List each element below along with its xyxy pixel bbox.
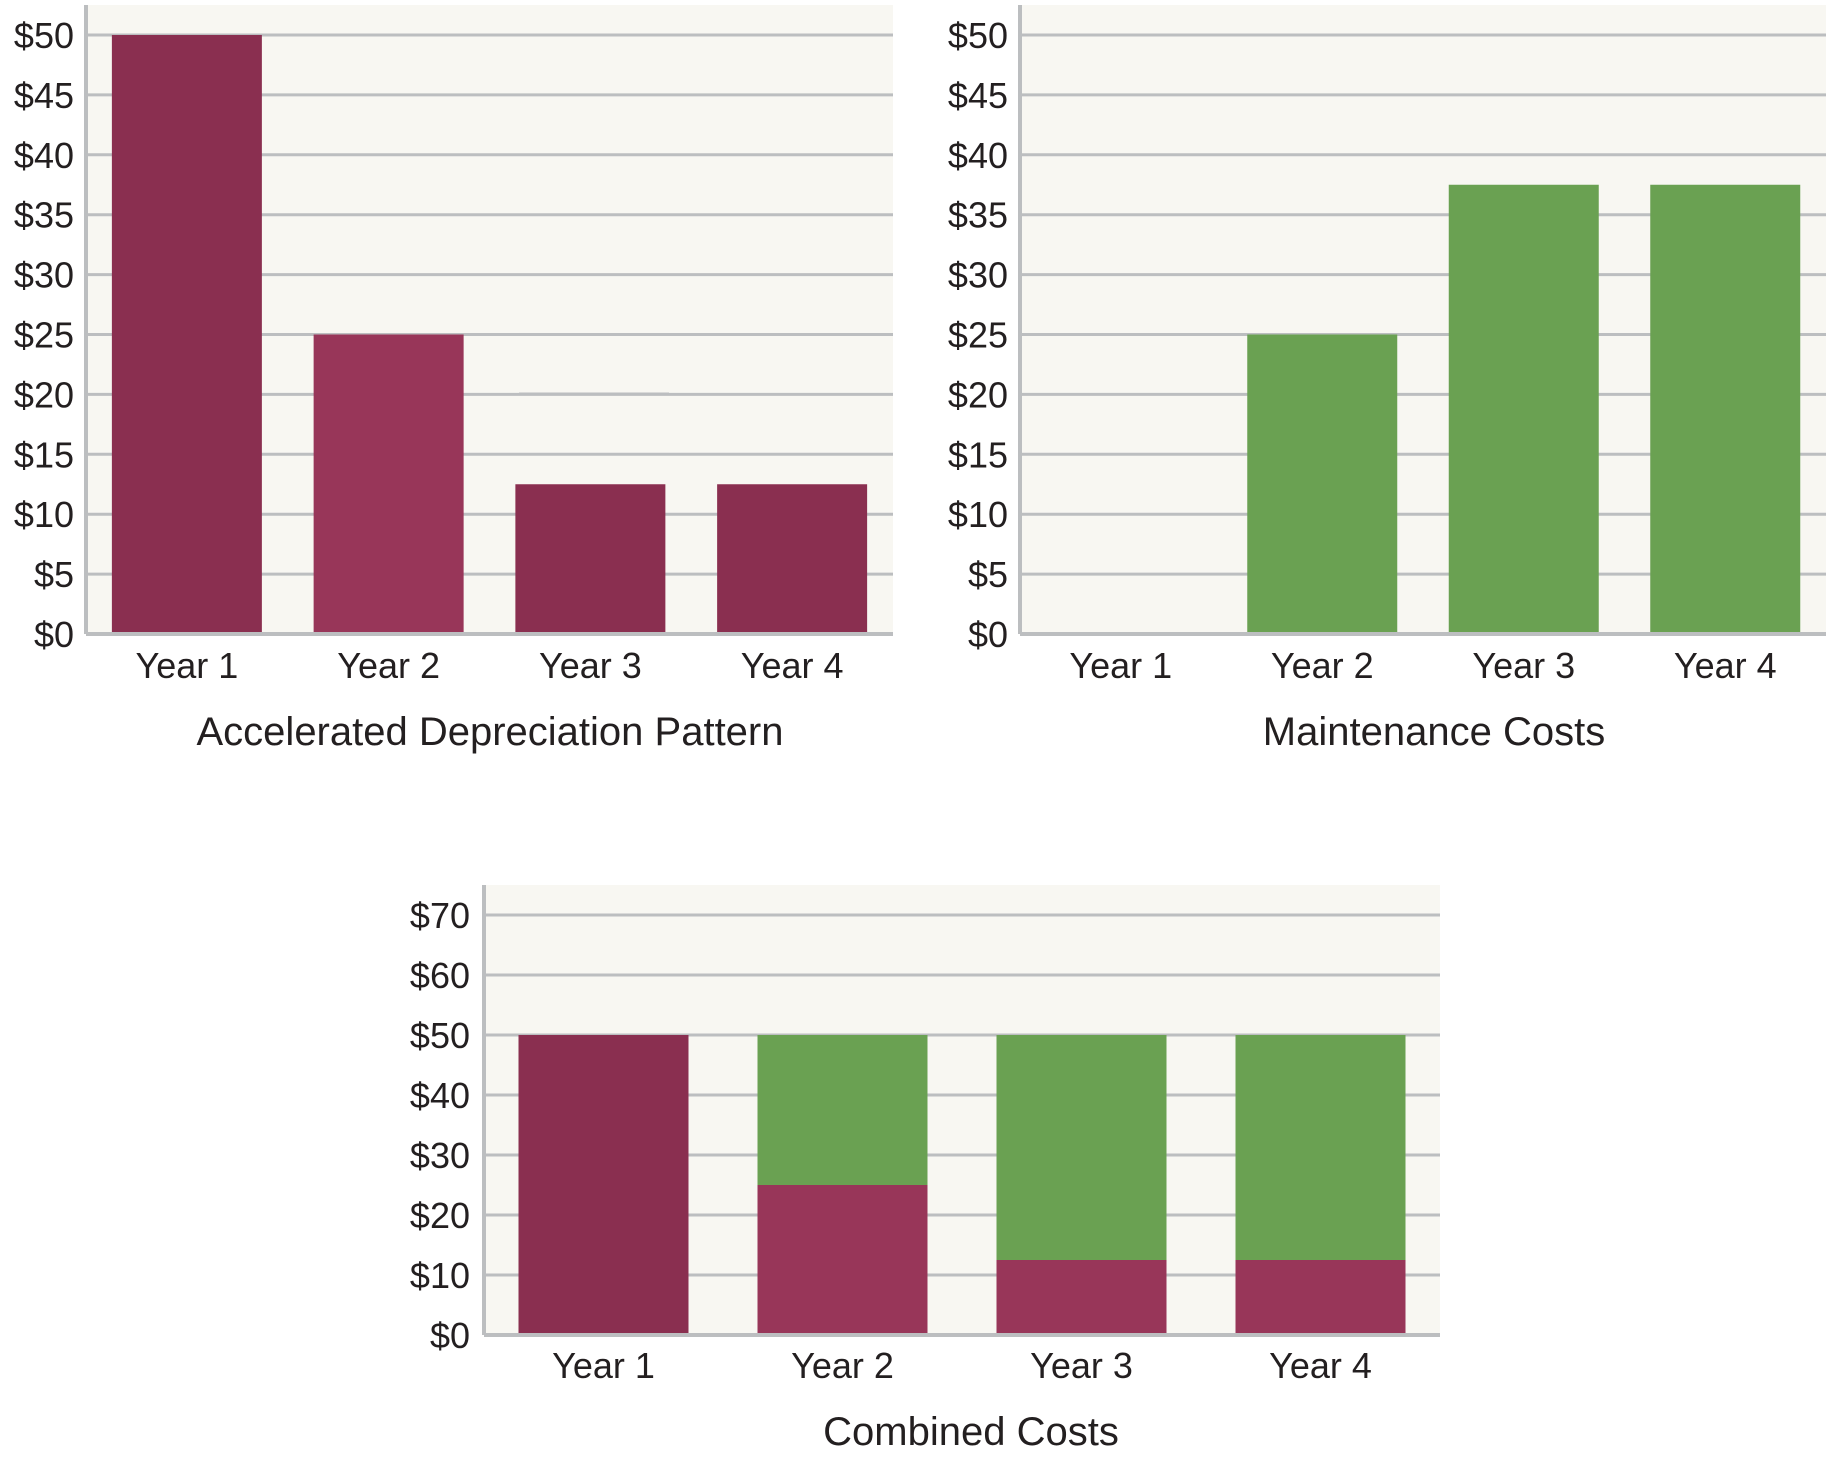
maintenance-y-tick-label: $45 [948,75,1008,116]
combined-y-tick-label: $40 [410,1075,470,1116]
maintenance-y-tick-label: $5 [968,554,1008,595]
depreciation-category-labels: Year 1 Year 2 Year 3 Year 4 [135,645,843,686]
combined-bar [996,1260,1167,1335]
depreciation-y-tick-label: $35 [14,195,74,236]
maintenance-y-tick-label: $30 [948,255,1008,296]
depreciation-y-tick-label: $15 [14,434,74,475]
depreciation-category-label: Year 2 [337,645,440,686]
maintenance-y-tick-labels: $0 $5 $10 $15 $20 $25 $30 $35 $40 $45 $50 [948,15,1008,655]
depreciation-y-tick-label: $20 [14,374,74,415]
combined-y-tick-label: $20 [410,1195,470,1236]
maintenance-y-tick-label: $35 [948,195,1008,236]
maintenance-y-tick-label: $0 [968,614,1008,655]
depreciation-category-label: Year 1 [135,645,238,686]
combined-y-tick-label: $10 [410,1255,470,1296]
maintenance-y-tick-label: $40 [948,135,1008,176]
combined-y-tick-label: $0 [430,1315,470,1356]
depreciation-y-tick-labels: $0 $5 $10 $15 $20 $25 $30 $35 $40 $45 $50 [14,15,74,655]
combined-chart: $0$10$20$30$40$50$60$70 Year 1 Year 2 Year… [410,885,1440,1454]
depreciation-chart: $0$5$10$15$20$25$30$35$40$45$50 Year 1 Ye… [14,5,893,754]
combined-bar [1235,1260,1406,1335]
combined-y-tick-label: $30 [410,1135,470,1176]
depreciation-y-tick-label: $5 [34,554,74,595]
combined-bar [757,1035,928,1185]
depreciation-y-tick-label: $30 [14,255,74,296]
depreciation-bar [515,484,666,634]
maintenance-bar [1448,184,1599,634]
combined-bar [757,1185,928,1335]
combined-bar [518,1035,689,1335]
combined-chart-title: Combined Costs [823,1410,1119,1454]
depreciation-category-label: Year 4 [741,645,844,686]
combined-y-tick-label: $70 [410,895,470,936]
depreciation-y-tick-label: $10 [14,494,74,535]
depreciation-bar [313,334,464,634]
combined-category-label: Year 1 [552,1345,655,1386]
maintenance-bars [1247,184,1801,634]
maintenance-y-tick-label: $20 [948,374,1008,415]
combined-y-tick-label: $60 [410,955,470,996]
depreciation-y-tick-label: $45 [14,75,74,116]
maintenance-y-tick-label: $50 [948,15,1008,56]
combined-category-label: Year 3 [1030,1345,1133,1386]
depreciation-y-tick-label: $25 [14,315,74,356]
maintenance-y-tick-label: $10 [948,494,1008,535]
maintenance-category-label: Year 3 [1472,645,1575,686]
depreciation-category-label: Year 3 [539,645,642,686]
depreciation-bar [111,35,262,634]
maintenance-bar [1650,184,1801,634]
combined-category-label: Year 4 [1269,1345,1372,1386]
combined-y-tick-label: $50 [410,1015,470,1056]
depreciation-y-tick-label: $40 [14,135,74,176]
depreciation-chart-title: Accelerated Depreciation Pattern [197,710,784,754]
maintenance-category-label: Year 1 [1069,645,1172,686]
maintenance-category-labels: Year 1 Year 2 Year 3 Year 4 [1069,645,1776,686]
maintenance-y-tick-label: $25 [948,315,1008,356]
maintenance-bar [1247,334,1398,634]
depreciation-y-tick-label: $0 [34,614,74,655]
combined-y-tick-labels: $0 $10 $20 $30 $40 $50 $60 $70 [410,895,470,1356]
depreciation-bars [111,35,868,634]
maintenance-y-tick-label: $15 [948,434,1008,475]
combined-category-label: Year 2 [791,1345,894,1386]
maintenance-chart-title: Maintenance Costs [1263,710,1605,754]
combined-bar [1235,1035,1406,1260]
maintenance-chart: $0$5$10$15$20$25$30$35$40$45$50 Year 1 Ye… [948,5,1826,754]
combined-category-labels: Year 1 Year 2 Year 3 Year 4 [552,1345,1372,1386]
depreciation-bar [717,484,868,634]
maintenance-category-label: Year 2 [1271,645,1374,686]
depreciation-y-tick-label: $50 [14,15,74,56]
combined-bars [518,1035,1406,1335]
maintenance-category-label: Year 4 [1674,645,1777,686]
combined-bar [996,1035,1167,1260]
